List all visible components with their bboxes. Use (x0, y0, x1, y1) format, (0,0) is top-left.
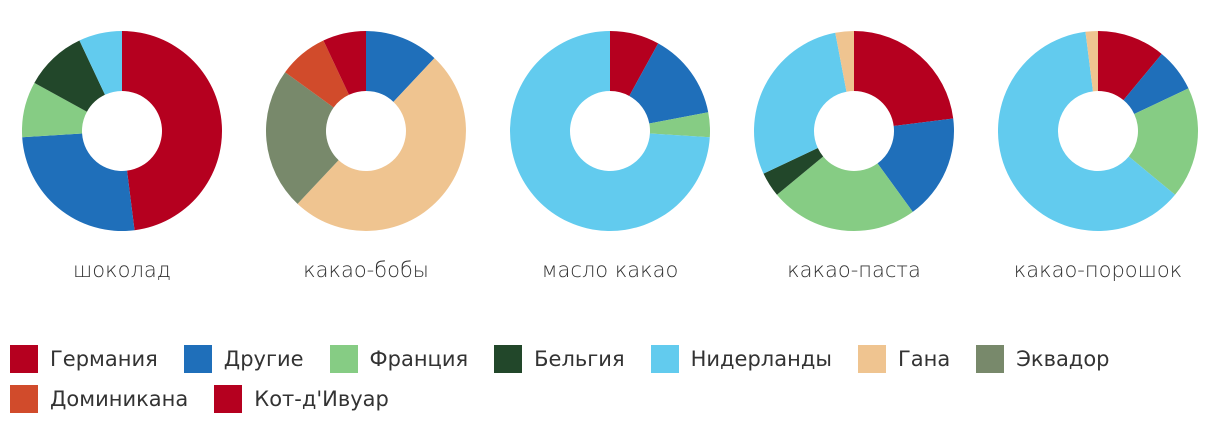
legend-swatch (10, 385, 38, 413)
slice (776, 156, 913, 231)
legend-swatch (183, 345, 212, 373)
legend-item: Гана (857, 345, 951, 373)
legend-swatch (494, 345, 523, 373)
legend-swatch (214, 385, 243, 413)
legend-label: Другие (223, 347, 304, 371)
slice (323, 31, 366, 95)
slice (1085, 31, 1098, 92)
chart-label: какао-бобы (303, 258, 429, 282)
chart-label: какао-порошок (1014, 258, 1182, 282)
legend-label: Гана (897, 347, 951, 371)
slice (1123, 53, 1189, 114)
legend-label: Бельгия (534, 347, 625, 371)
legend-item: Германия (10, 345, 158, 373)
legend-swatch (650, 345, 679, 373)
slice (122, 31, 223, 231)
slice (1128, 88, 1198, 195)
slice (629, 43, 709, 124)
slice (34, 40, 105, 112)
legend-item: Кот-д'Ивуар (214, 385, 389, 413)
slice (366, 31, 435, 102)
charts: шоколад какао-бобы масло какао какао-паста к… (22, 31, 1198, 282)
slice (835, 31, 854, 92)
legend-label: Германия (50, 347, 158, 371)
slice (79, 31, 122, 95)
slice (877, 118, 954, 212)
slice (649, 112, 710, 138)
legend-label: Доминикана (50, 387, 189, 411)
slice (1098, 31, 1162, 101)
legend-label: Франция (369, 347, 469, 371)
legend-label: Эквадор (1016, 347, 1110, 371)
legend-item: Другие (183, 345, 304, 373)
legend-label: Нидерланды (690, 347, 832, 371)
legend-swatch (976, 345, 1005, 373)
slice (285, 40, 349, 108)
slice (22, 82, 87, 138)
chart-label: какао-паста (787, 258, 921, 282)
chart-label: шоколад (73, 258, 171, 282)
legend-item: Нидерланды (650, 345, 832, 373)
legend-item: Эквадор (976, 345, 1110, 373)
slice (510, 31, 710, 232)
legend-item: Бельгия (494, 345, 625, 373)
slice (763, 148, 824, 195)
legend-swatch (857, 345, 886, 373)
legend-swatch (10, 345, 38, 373)
slice (266, 72, 339, 204)
legend: Германия Другие Франция Бельгия Нидерланды Га… (10, 345, 1120, 413)
slice (22, 133, 135, 231)
slice (297, 58, 466, 231)
chart-label: масло какао (542, 258, 679, 282)
legend-item: Франция (329, 345, 469, 373)
slice (997, 31, 1176, 232)
legend-swatch (329, 345, 358, 373)
slice (854, 31, 954, 126)
legend-label: Кот-д'Ивуар (254, 387, 389, 411)
slice (753, 32, 847, 174)
slice (610, 31, 659, 96)
legend-item: Доминикана (10, 385, 188, 413)
